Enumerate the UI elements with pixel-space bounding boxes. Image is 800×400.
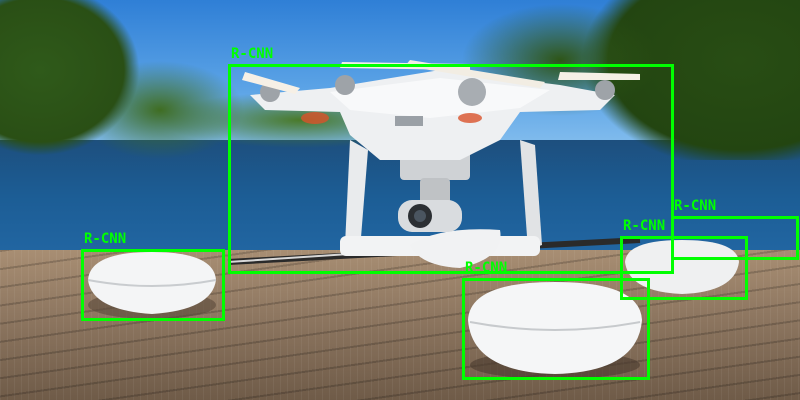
detection-label: R-CNN xyxy=(231,46,274,62)
detection-box-front-float: R-CNN xyxy=(462,260,650,380)
float-pontoons xyxy=(87,229,739,379)
detection-label: R-CNN xyxy=(465,260,508,276)
detection-box-far-right: R-CNN xyxy=(671,198,799,260)
detection-box-right-float: R-CNN xyxy=(620,218,748,300)
drone-body xyxy=(250,70,615,160)
detection-label: R-CNN xyxy=(623,218,666,234)
detection-label: R-CNN xyxy=(84,231,127,247)
detection-box-left-float: R-CNN xyxy=(81,231,225,321)
detection-label: R-CNN xyxy=(674,198,717,214)
detection-box-drone: R-CNN xyxy=(228,46,674,274)
